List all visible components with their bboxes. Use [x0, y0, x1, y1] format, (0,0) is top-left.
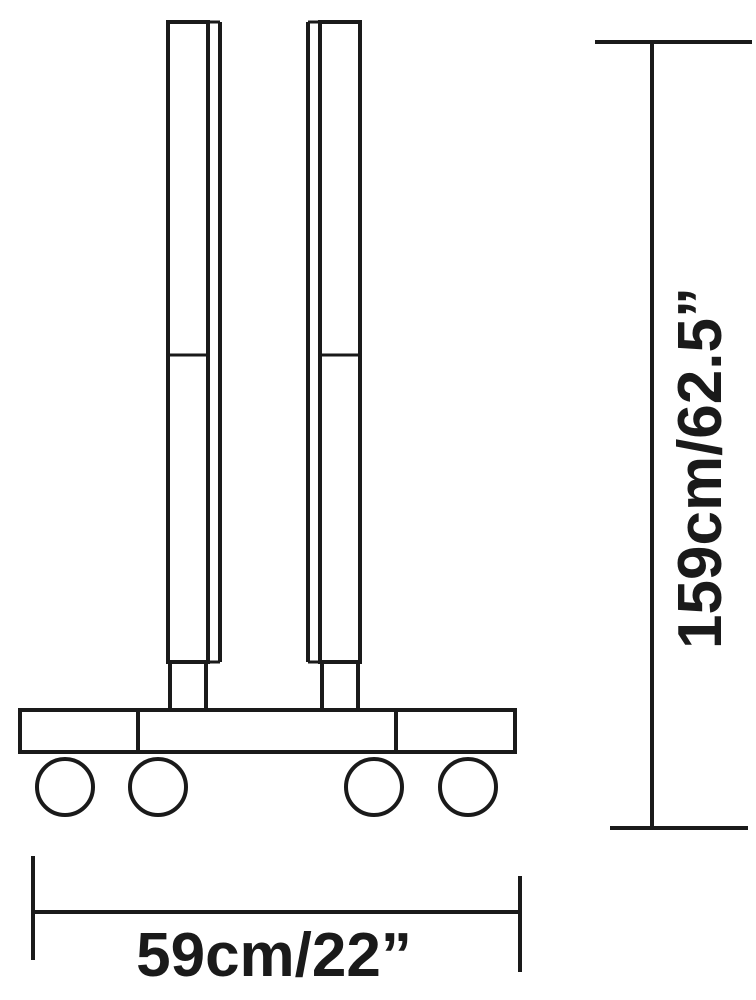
left-upright-outer	[166, 20, 210, 664]
right-upright-outer	[318, 20, 362, 664]
caster-wheel	[344, 757, 404, 817]
base-beam-outer	[18, 708, 517, 754]
height-dimension: 159cm/62.5”	[595, 40, 752, 830]
width-dimension: 59cm/22”	[31, 856, 522, 990]
left-upright	[166, 20, 222, 712]
caster-wheel	[438, 757, 498, 817]
width-dimension-label: 59cm/22”	[136, 921, 412, 990]
right-upright-foot	[320, 660, 360, 712]
base-beam	[18, 708, 517, 754]
left-upright-foot	[168, 660, 208, 712]
caster-wheel	[35, 757, 95, 817]
right-upright	[306, 20, 362, 712]
height-dimension-label: 159cm/62.5”	[666, 287, 735, 649]
caster-wheel	[128, 757, 188, 817]
casters	[35, 757, 498, 817]
